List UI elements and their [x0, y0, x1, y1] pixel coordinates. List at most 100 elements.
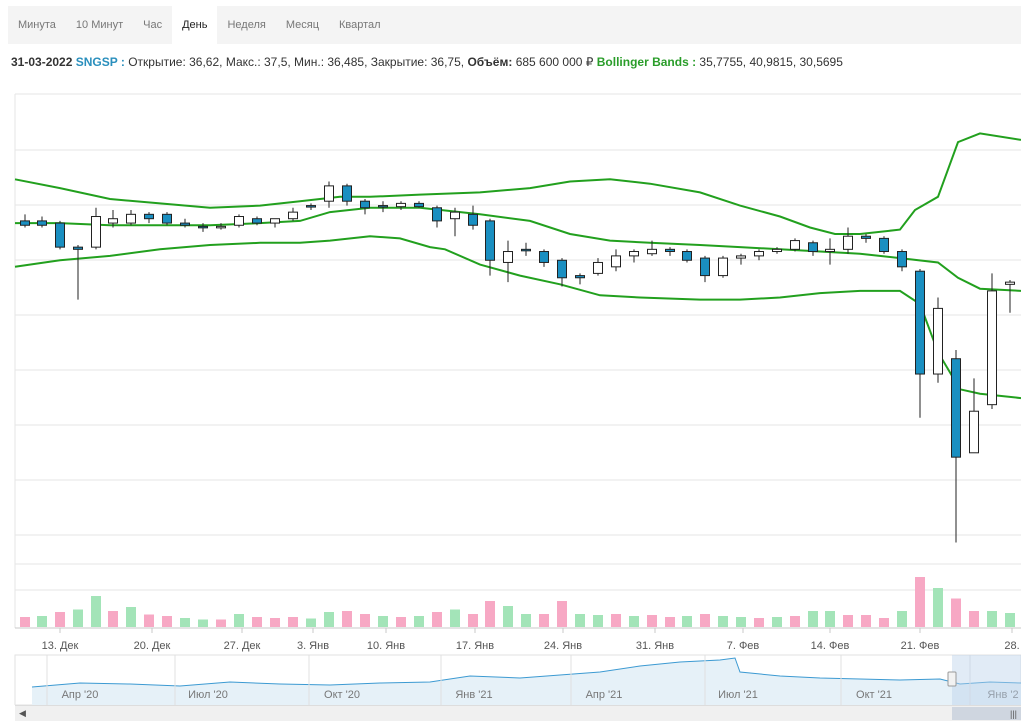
- candle-body: [521, 248, 531, 252]
- candle-body: [91, 216, 101, 248]
- volume-bar: [843, 615, 853, 627]
- candle: [396, 201, 406, 210]
- candle: [342, 183, 352, 206]
- candle-body: [485, 220, 495, 261]
- x-tick-label: 31. Янв: [636, 640, 674, 652]
- candle-body: [772, 248, 782, 253]
- candle-body: [915, 270, 925, 375]
- volume-bar: [879, 618, 889, 627]
- candle-body: [126, 213, 136, 224]
- tab-10-minutes[interactable]: 10 Минут: [75, 19, 124, 31]
- candle: [360, 199, 370, 215]
- volume-bar: [37, 616, 47, 627]
- navigator-selection: [952, 655, 1021, 705]
- volume-bar: [360, 614, 370, 627]
- candle: [20, 214, 30, 228]
- candle-body: [629, 251, 639, 257]
- candle-body: [20, 220, 30, 226]
- volume-bar: [270, 618, 280, 627]
- volume-bar: [91, 596, 101, 627]
- volume-bar: [861, 615, 871, 627]
- volume-bar: [306, 618, 316, 627]
- candle: [557, 258, 567, 287]
- volume-series: [20, 577, 1015, 627]
- volume-bar: [503, 606, 513, 627]
- candle: [73, 244, 83, 300]
- candle: [987, 273, 997, 410]
- candle-body: [162, 213, 172, 224]
- volume-bar: [897, 611, 907, 627]
- candle: [324, 181, 334, 208]
- candle: [772, 247, 782, 254]
- candle: [611, 249, 621, 272]
- volume-bar: [933, 588, 943, 627]
- candle-body: [736, 255, 746, 259]
- candle: [575, 273, 585, 285]
- candle-body: [270, 218, 280, 224]
- candle: [933, 297, 943, 383]
- navigator-label: Июл '21: [718, 689, 758, 701]
- candle: [951, 349, 961, 543]
- navigator-label: Янв '2: [987, 689, 1018, 701]
- scroll-left-arrow-icon[interactable]: ◀: [19, 708, 26, 718]
- volume-bar: [647, 615, 657, 627]
- volume-bar: [485, 601, 495, 627]
- candle-body: [432, 207, 442, 222]
- candle-body: [718, 257, 728, 277]
- volume-bar: [790, 616, 800, 627]
- candle-body: [360, 200, 370, 209]
- navigator-handle-left: [947, 671, 957, 687]
- candle: [144, 212, 154, 224]
- x-tick-label: 20. Дек: [134, 640, 171, 652]
- volume-bar: [557, 601, 567, 627]
- candle: [180, 218, 190, 228]
- candle: [91, 207, 101, 250]
- volume-bar: [521, 614, 531, 627]
- x-tick-label: 14. Фев: [811, 640, 850, 652]
- bollinger-bands: [14, 132, 1021, 400]
- candle-body: [396, 202, 406, 208]
- candle-body: [468, 213, 478, 226]
- candle-body: [593, 261, 603, 274]
- tab-week[interactable]: Неделя: [227, 19, 266, 31]
- tab-minute[interactable]: Минута: [18, 19, 56, 31]
- volume-bar: [718, 616, 728, 627]
- candle: [37, 216, 47, 228]
- volume-bar: [468, 614, 478, 627]
- candle-body: [342, 185, 352, 202]
- price-chart[interactable]: 13. Дек 20. Дек 27. Дек 3. Янв 10. Янв 17. Ян…: [0, 0, 1021, 705]
- tab-hour[interactable]: Час: [143, 19, 163, 31]
- volume-bar: [736, 617, 746, 627]
- candle: [306, 203, 316, 210]
- tab-day[interactable]: День: [172, 6, 218, 44]
- candle-body: [879, 237, 889, 253]
- candle-body: [450, 211, 460, 220]
- candle-body: [754, 251, 764, 257]
- candle-body: [55, 222, 65, 248]
- navigator-label: Янв '21: [455, 689, 492, 701]
- candle: [897, 249, 907, 272]
- horizontal-scrollbar[interactable]: ◀ |||: [15, 705, 1021, 721]
- candle: [162, 212, 172, 226]
- candle: [503, 240, 513, 283]
- candle-body: [825, 248, 835, 253]
- volume-bar: [915, 577, 925, 627]
- x-tick-label: 10. Янв: [367, 640, 405, 652]
- candle: [647, 240, 657, 256]
- candle-body: [933, 307, 943, 375]
- navigator-line: [31, 657, 1021, 688]
- tab-quarter[interactable]: Квартал: [339, 19, 381, 31]
- volume-bar: [754, 618, 764, 627]
- candle-body: [503, 251, 513, 263]
- volume-bar: [987, 611, 997, 627]
- volume-bar: [144, 614, 154, 627]
- volume-bar: [450, 609, 460, 627]
- scrollbar-thumb[interactable]: |||: [952, 707, 1021, 720]
- candle: [808, 240, 818, 256]
- volume-bar: [342, 611, 352, 627]
- volume-bar: [252, 617, 262, 627]
- candle: [521, 242, 531, 256]
- candle-body: [969, 410, 979, 454]
- tab-month[interactable]: Месяц: [285, 19, 320, 31]
- candle: [682, 249, 692, 263]
